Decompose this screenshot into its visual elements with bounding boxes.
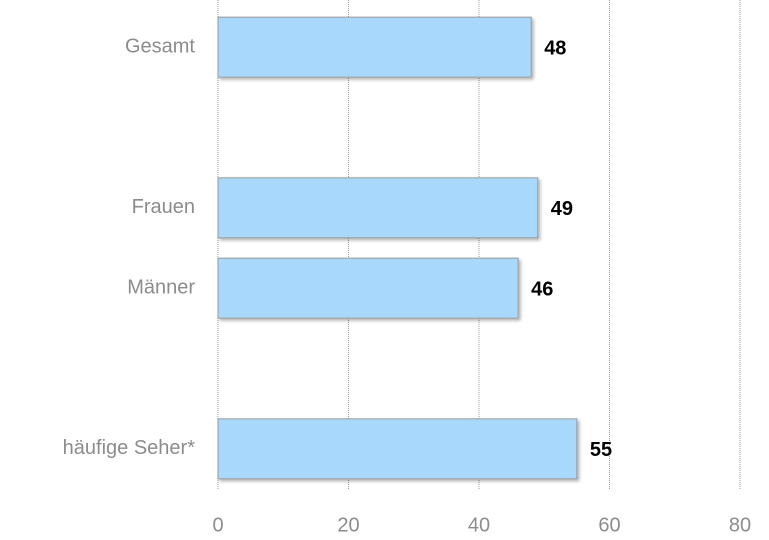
category-label: Männer bbox=[127, 276, 195, 298]
value-label: 48 bbox=[544, 37, 566, 59]
x-tick-label: 0 bbox=[212, 514, 223, 536]
value-label: 46 bbox=[531, 278, 553, 300]
bar bbox=[217, 16, 532, 78]
x-tick-label: 20 bbox=[337, 514, 359, 536]
bar bbox=[217, 177, 539, 239]
category-label: Gesamt bbox=[125, 35, 195, 57]
bar bbox=[217, 257, 519, 319]
category-label: häufige Seher* bbox=[63, 437, 196, 459]
x-tick-label: 80 bbox=[729, 514, 751, 536]
value-label: 49 bbox=[551, 198, 573, 220]
bar bbox=[217, 418, 578, 480]
x-tick-label: 40 bbox=[468, 514, 490, 536]
value-label: 55 bbox=[590, 439, 612, 461]
category-label: Frauen bbox=[132, 196, 195, 218]
x-tick-label: 60 bbox=[598, 514, 620, 536]
